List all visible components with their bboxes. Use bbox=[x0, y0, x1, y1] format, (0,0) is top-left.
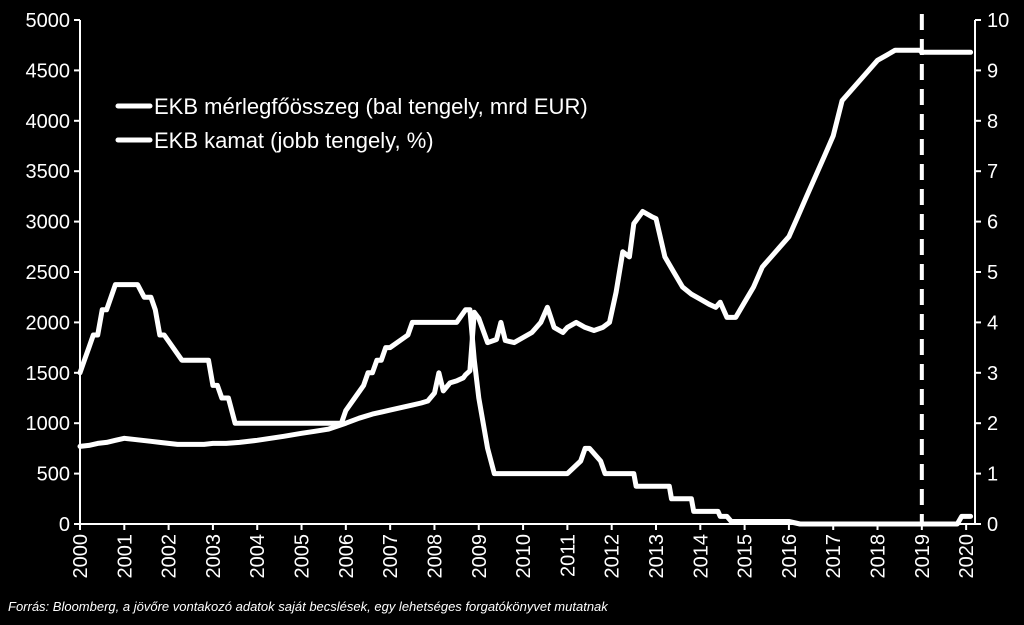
x-tick-label: 2005 bbox=[292, 534, 314, 579]
right-tick-label: 3 bbox=[987, 363, 998, 385]
x-tick-label: 2002 bbox=[159, 534, 181, 579]
right-tick-label: 2 bbox=[987, 413, 998, 435]
right-tick-label: 8 bbox=[987, 111, 998, 133]
x-tick-label: 2001 bbox=[114, 534, 136, 579]
right-tick-label: 5 bbox=[987, 262, 998, 284]
left-tick-label: 4500 bbox=[26, 60, 71, 82]
right-tick-label: 7 bbox=[987, 161, 998, 183]
left-tick-label: 2500 bbox=[26, 262, 71, 284]
legend-label-balance: EKB mérlegfőösszeg (bal tengely, mrd EUR… bbox=[154, 94, 588, 119]
right-tick-label: 1 bbox=[987, 464, 998, 486]
right-tick-label: 10 bbox=[987, 10, 1009, 32]
left-axis-labels: 0 500 1000 1500 2000 2500 3000 3500 4000 4500 5000 bbox=[26, 10, 71, 536]
left-tick-label: 3500 bbox=[26, 161, 71, 183]
x-tick-label: 2011 bbox=[557, 534, 579, 577]
x-tick-label: 2007 bbox=[380, 534, 402, 579]
balance-sheet-line bbox=[77, 47, 974, 449]
x-tick-label: 2013 bbox=[646, 534, 668, 579]
x-tick-label: 2017 bbox=[823, 534, 845, 579]
x-tick-label: 2012 bbox=[602, 534, 624, 579]
left-tick-label: 500 bbox=[37, 464, 70, 486]
x-tick-label: 2004 bbox=[247, 534, 269, 579]
right-tick-label: 4 bbox=[987, 312, 998, 334]
source-note: Forrás: Bloomberg, a jövőre vontakozó ad… bbox=[8, 599, 608, 614]
left-tick-label: 4000 bbox=[26, 111, 71, 133]
x-axis-labels: 2000 2001 2002 2003 2004 2005 2006 2007 2008 2009… bbox=[70, 534, 978, 579]
right-tick-label: 0 bbox=[987, 514, 998, 536]
left-tick-label: 1500 bbox=[26, 363, 71, 385]
axes bbox=[74, 14, 981, 530]
x-tick-label: 2018 bbox=[868, 534, 890, 579]
left-tick-label: 2000 bbox=[26, 312, 71, 334]
right-tick-label: 6 bbox=[987, 212, 998, 234]
x-tick-label: 2010 bbox=[513, 534, 535, 579]
x-tick-label: 2020 bbox=[956, 534, 978, 579]
legend: EKB mérlegfőösszeg (bal tengely, mrd EUR… bbox=[115, 94, 588, 153]
left-tick-label: 3000 bbox=[26, 212, 71, 234]
x-tick-label: 2000 bbox=[70, 534, 92, 579]
right-axis-labels: 0 1 2 3 4 5 6 7 8 9 10 bbox=[987, 10, 1009, 536]
x-tick-label: 2009 bbox=[469, 534, 491, 579]
x-tick-label: 2008 bbox=[424, 534, 446, 579]
x-tick-label: 2006 bbox=[336, 534, 358, 579]
series-lines bbox=[77, 47, 974, 527]
x-tick-label: 2003 bbox=[203, 534, 225, 579]
left-tick-label: 1000 bbox=[26, 413, 71, 435]
interest-rate-line bbox=[77, 282, 974, 527]
x-tick-label: 2019 bbox=[912, 534, 934, 579]
left-tick-label: 5000 bbox=[26, 10, 71, 32]
right-tick-label: 9 bbox=[987, 60, 998, 82]
x-tick-label: 2016 bbox=[779, 534, 801, 579]
legend-label-rate: EKB kamat (jobb tengely, %) bbox=[154, 128, 434, 153]
left-tick-label: 0 bbox=[59, 514, 70, 536]
x-tick-label: 2014 bbox=[690, 534, 712, 579]
x-tick-label: 2015 bbox=[735, 534, 757, 579]
